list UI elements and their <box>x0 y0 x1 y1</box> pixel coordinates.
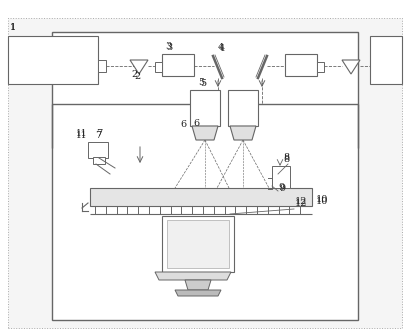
Text: 1: 1 <box>10 23 16 32</box>
Polygon shape <box>184 280 211 290</box>
Text: 3: 3 <box>164 42 171 51</box>
Bar <box>316 62 323 72</box>
Text: 7: 7 <box>95 131 101 140</box>
Text: 10: 10 <box>315 197 328 206</box>
Text: 5: 5 <box>198 78 204 87</box>
Polygon shape <box>229 126 255 140</box>
Bar <box>166 220 229 268</box>
Bar <box>52 32 357 320</box>
Bar <box>189 90 220 126</box>
Bar <box>369 36 401 84</box>
Bar <box>162 216 234 272</box>
Polygon shape <box>191 126 218 140</box>
Text: 6: 6 <box>180 120 186 129</box>
Text: 10: 10 <box>315 195 328 204</box>
Polygon shape <box>175 290 220 296</box>
Text: 3: 3 <box>166 43 172 52</box>
Bar <box>227 90 257 126</box>
Text: 9: 9 <box>277 183 283 192</box>
Bar <box>98 60 106 72</box>
Text: 2: 2 <box>134 72 140 81</box>
Text: 12: 12 <box>294 199 307 208</box>
Text: 4: 4 <box>218 44 225 53</box>
Bar <box>88 142 108 158</box>
Polygon shape <box>155 272 230 280</box>
Text: 12: 12 <box>294 197 307 206</box>
Bar <box>284 54 316 76</box>
Text: 7: 7 <box>96 129 102 138</box>
Text: 11: 11 <box>76 129 87 138</box>
Text: 2: 2 <box>131 70 137 79</box>
Bar <box>155 62 162 72</box>
Polygon shape <box>130 60 148 74</box>
Text: 8: 8 <box>282 153 288 162</box>
Text: 8: 8 <box>282 155 288 164</box>
Bar <box>271 166 289 188</box>
Bar <box>90 188 311 206</box>
Text: 9: 9 <box>278 184 284 193</box>
Text: 5: 5 <box>200 79 206 88</box>
Bar <box>8 36 98 84</box>
Text: 6: 6 <box>193 119 199 128</box>
Text: 1: 1 <box>10 23 16 32</box>
Bar <box>162 54 193 76</box>
Text: 11: 11 <box>76 131 87 140</box>
Bar <box>93 157 105 164</box>
Text: 4: 4 <box>218 43 224 52</box>
Polygon shape <box>341 60 359 74</box>
